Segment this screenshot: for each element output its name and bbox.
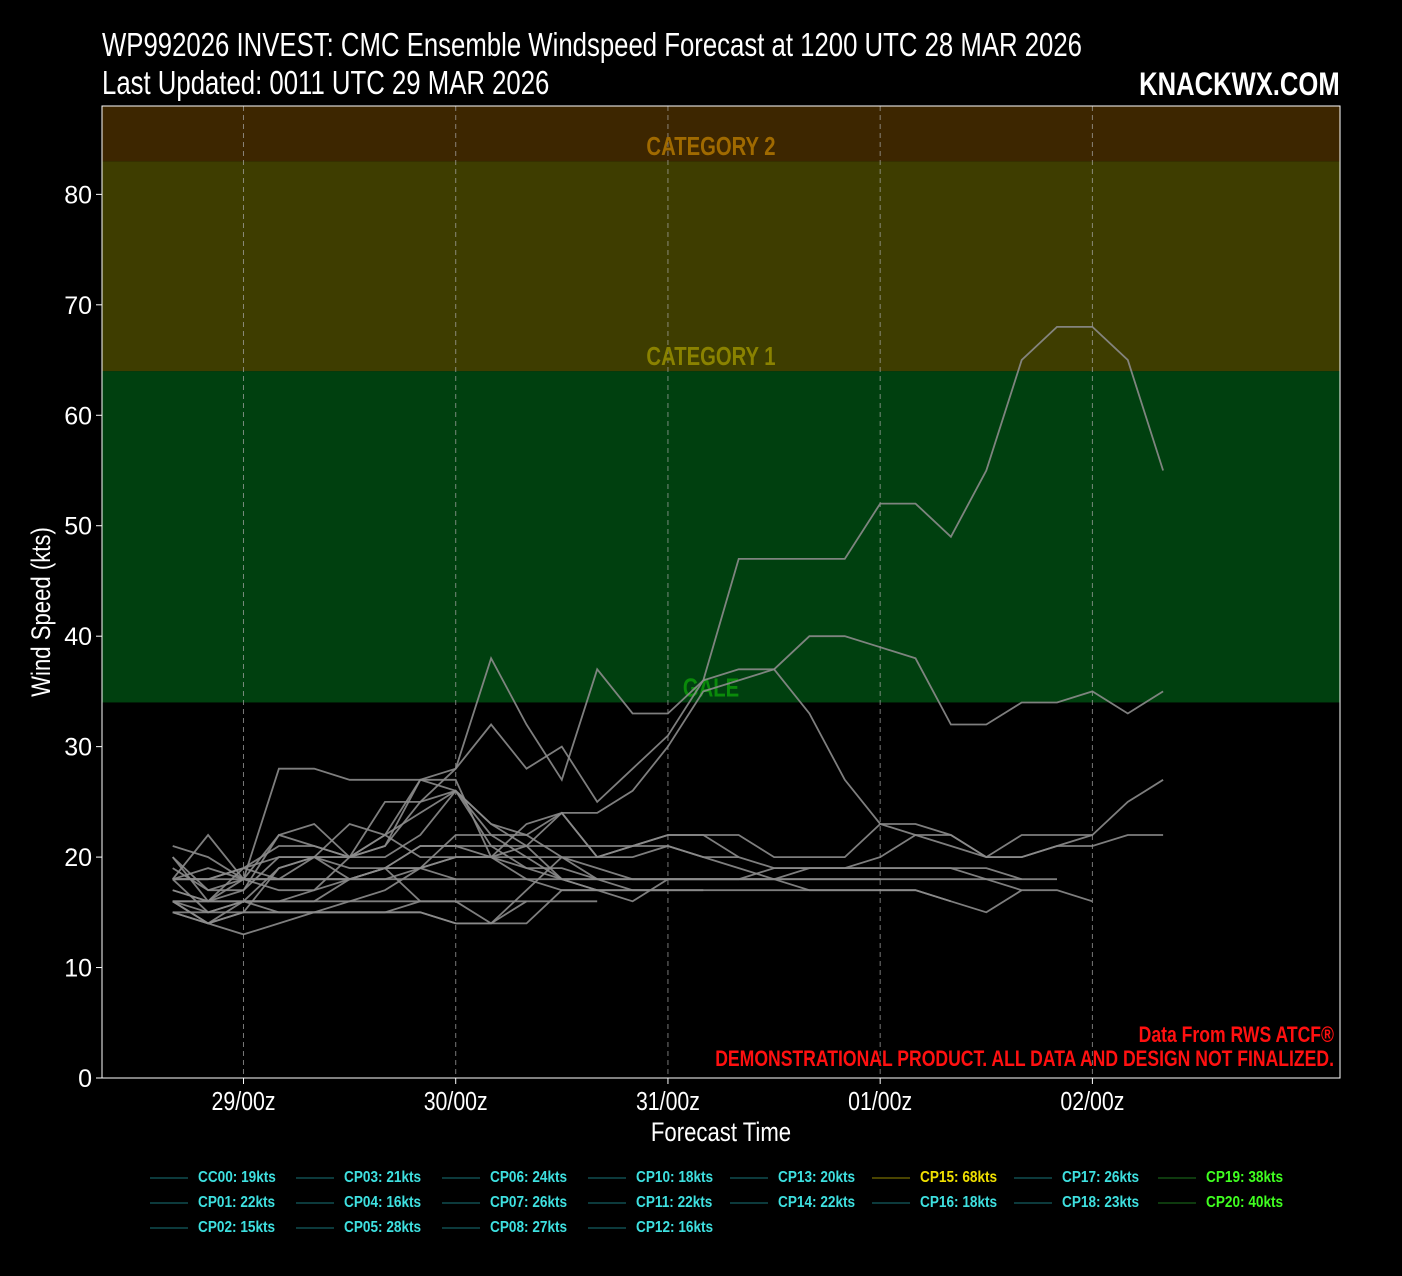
series-line-cp20 (172, 635, 1164, 914)
y-tick-label-40: 40 (64, 623, 92, 651)
legend-item-cp19: CP19: 38kts (1158, 1166, 1297, 1190)
band-label-category-2: CATEGORY 2 (646, 132, 775, 161)
legend-label: CP14: 22kts (778, 1194, 856, 1211)
legend-label: CC00: 19kts (198, 1169, 276, 1186)
x-tick-label-30/00z: 30/00z (424, 1087, 488, 1117)
y-tick-label-30: 30 (64, 734, 92, 762)
y-tick-label-70: 70 (64, 292, 92, 320)
legend-swatch (872, 1202, 910, 1204)
legend-label: CP18: 23kts (1062, 1194, 1140, 1211)
y-axis-label: Wind Speed (kts) (27, 527, 57, 697)
series-line-cp19 (172, 668, 1164, 903)
x-tick-label-02/00z: 02/00z (1060, 1087, 1124, 1117)
series-line-cp16 (172, 867, 1057, 892)
legend-swatch (1014, 1177, 1052, 1179)
brand-watermark: KNACKWX.COM (1139, 66, 1340, 102)
legend-item-cp12: CP12: 16kts (588, 1216, 727, 1240)
legend-item-cp13: CP13: 20kts (730, 1166, 869, 1190)
x-tick-label-31/00z: 31/00z (636, 1087, 700, 1117)
legend-label: CP07: 26kts (490, 1194, 568, 1211)
legend-label: CP08: 27kts (490, 1219, 568, 1236)
legend-label: CP17: 26kts (1062, 1169, 1140, 1186)
legend-item-cp10: CP10: 18kts (588, 1166, 727, 1190)
legend-swatch (442, 1177, 480, 1179)
legend-swatch (296, 1227, 334, 1229)
legend-item-cp18: CP18: 23kts (1014, 1191, 1153, 1215)
legend-swatch (588, 1227, 626, 1229)
x-axis-label: Forecast Time (651, 1118, 791, 1148)
y-tick-label-60: 60 (64, 402, 92, 430)
legend-item-cp08: CP08: 27kts (442, 1216, 581, 1240)
band-gale (102, 371, 1340, 703)
legend-swatch (872, 1177, 910, 1179)
series-line-cp14 (172, 845, 1022, 914)
series-line-cp17 (172, 779, 1164, 925)
legend-item-cp03: CP03: 21kts (296, 1166, 435, 1190)
legend-swatch (296, 1177, 334, 1179)
band-label-category-1: CATEGORY 1 (646, 342, 775, 371)
legend-swatch (588, 1202, 626, 1204)
legend-label: CP16: 18kts (920, 1194, 998, 1211)
x-tick-label-29/00z: 29/00z (211, 1087, 275, 1117)
y-tick-label-50: 50 (64, 513, 92, 541)
legend-swatch (730, 1202, 768, 1204)
legend-label: CP20: 40kts (1206, 1194, 1284, 1211)
chart-title: WP992026 INVEST: CMC Ensemble Windspeed … (102, 26, 1082, 63)
legend-label: CP13: 20kts (778, 1169, 856, 1186)
legend-label: CP04: 16kts (344, 1194, 422, 1211)
legend-item-cp11: CP11: 22kts (588, 1191, 726, 1215)
legend-swatch (150, 1202, 188, 1204)
legend-swatch (730, 1177, 768, 1179)
plot-frame (101, 105, 1341, 1079)
legend-item-cp06: CP06: 24kts (442, 1166, 581, 1190)
legend-item-cp15: CP15: 68kts (872, 1166, 1011, 1190)
legend-label: CP01: 22kts (198, 1194, 276, 1211)
legend-swatch (442, 1227, 480, 1229)
legend-item-cp02: CP02: 15kts (150, 1216, 289, 1240)
band-category-1 (102, 161, 1340, 372)
legend-label: CP02: 15kts (198, 1219, 276, 1236)
legend-swatch (442, 1202, 480, 1204)
legend-label: CP11: 22kts (636, 1194, 713, 1211)
legend-swatch (1158, 1202, 1196, 1204)
band-category-2 (102, 106, 1340, 162)
legend-label: CP15: 68kts (920, 1169, 998, 1186)
legend-label: CP06: 24kts (490, 1169, 568, 1186)
legend-swatch (150, 1177, 188, 1179)
series-line-cp15 (171, 325, 1164, 881)
legend-swatch (588, 1177, 626, 1179)
y-tick-label-10: 10 (64, 955, 92, 983)
legend-swatch (150, 1227, 188, 1229)
legend-swatch (1158, 1177, 1196, 1179)
legend-label: CP03: 21kts (344, 1169, 422, 1186)
chart-subtitle-updated: Last Updated: 0011 UTC 29 MAR 2026 (102, 64, 550, 101)
legend-swatch (1014, 1202, 1052, 1204)
disclaimer-note: DEMONSTRATIONAL PRODUCT. ALL DATA AND DE… (715, 1047, 1334, 1071)
legend-label: CP12: 16kts (636, 1219, 714, 1236)
legend-item-cp01: CP01: 22kts (150, 1191, 289, 1215)
legend-item-cp07: CP07: 26kts (442, 1191, 581, 1215)
legend-item-cp04: CP04: 16kts (296, 1191, 435, 1215)
legend-item-cp14: CP14: 22kts (730, 1191, 869, 1215)
legend-label: CP10: 18kts (636, 1169, 714, 1186)
legend-swatch (296, 1202, 334, 1204)
legend-label: CP19: 38kts (1206, 1169, 1284, 1186)
legend-item-cp05: CP05: 28kts (296, 1216, 435, 1240)
legend-item-cp17: CP17: 26kts (1014, 1166, 1153, 1190)
legend-item-cp20: CP20: 40kts (1158, 1191, 1297, 1215)
legend-label: CP05: 28kts (344, 1219, 422, 1236)
y-tick-label-80: 80 (64, 181, 92, 209)
y-tick-label-0: 0 (78, 1065, 92, 1093)
x-tick-label-01/00z: 01/00z (848, 1087, 912, 1117)
y-tick-label-20: 20 (64, 844, 92, 872)
legend-item-cp16: CP16: 18kts (872, 1191, 1011, 1215)
legend-item-cc00: CC00: 19kts (150, 1166, 290, 1190)
data-source-note: Data From RWS ATCF® (1139, 1023, 1335, 1047)
